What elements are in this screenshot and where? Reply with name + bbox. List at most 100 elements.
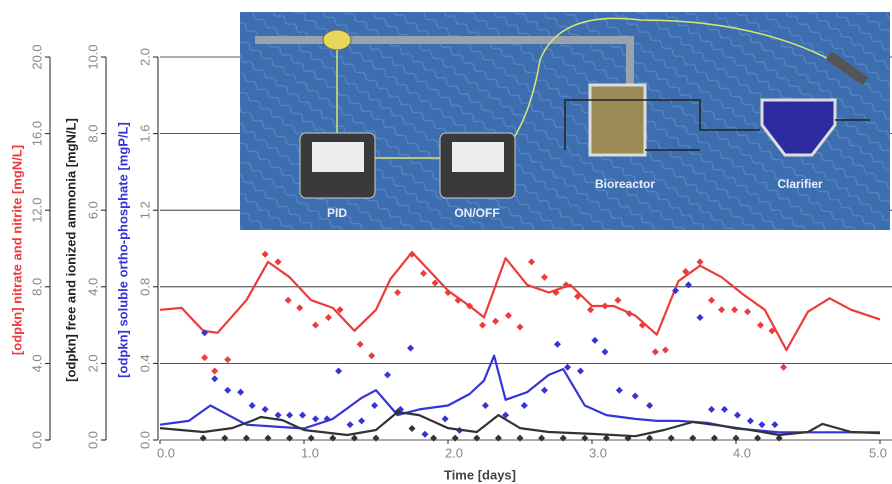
data-point [261, 250, 269, 258]
data-point [733, 411, 741, 419]
y-tick-label: 8.0 [85, 125, 100, 143]
data-point [672, 287, 680, 295]
data-point [504, 312, 512, 320]
valve [322, 29, 352, 51]
data-point [559, 434, 567, 442]
data-point [299, 411, 307, 419]
pid-screen [312, 142, 364, 172]
data-point [420, 269, 428, 277]
data-point [329, 434, 337, 442]
data-point [358, 417, 366, 425]
data-point [248, 402, 256, 410]
data-point [718, 306, 726, 314]
data-point [744, 308, 752, 316]
data-point [242, 434, 250, 442]
data-point [494, 434, 502, 442]
data-point [587, 306, 595, 314]
x-tick-label: 3.0 [589, 445, 607, 460]
data-point [199, 434, 207, 442]
data-point [661, 346, 669, 354]
data-point [758, 421, 766, 429]
data-point [431, 279, 439, 287]
data-point [356, 340, 364, 348]
data-point [286, 411, 294, 419]
data-point [211, 375, 219, 383]
data-point [696, 258, 704, 266]
x-tick-label: 2.0 [445, 445, 463, 460]
pipe [255, 36, 634, 85]
data-point [540, 273, 548, 281]
data-point [552, 289, 560, 297]
data-point [754, 434, 762, 442]
data-point [441, 415, 449, 423]
data-point [696, 313, 704, 321]
data-point [430, 434, 438, 442]
y-axis-title: [odpkn] nitrate and nitrite [mgN/L] [9, 145, 24, 355]
x-tick-label: 4.0 [733, 445, 751, 460]
inset-label: PID [327, 206, 347, 220]
data-point [682, 267, 690, 275]
data-point [651, 348, 659, 356]
data-point [264, 434, 272, 442]
data-point [564, 363, 572, 371]
data-point [689, 434, 697, 442]
x-axis-title: Time [days] [444, 467, 516, 482]
data-point [261, 405, 269, 413]
series-line [159, 251, 881, 352]
data-point [451, 434, 459, 442]
data-point [540, 386, 548, 394]
data-point [394, 408, 402, 416]
data-point [614, 296, 622, 304]
data-point [481, 402, 489, 410]
data-point [746, 417, 754, 425]
y-tick-label: 1.2 [137, 201, 152, 219]
data-point [720, 405, 728, 413]
y-tick-label: 8.0 [29, 278, 44, 296]
data-point [502, 411, 510, 419]
y3-axis-title: [odpkn] soluble ortho-phosphate [mgP/L] [115, 122, 130, 378]
data-point [473, 434, 481, 442]
data-point [368, 352, 376, 360]
data-point [408, 250, 416, 258]
data-point [350, 434, 358, 442]
y-tick-label: 2.0 [85, 354, 100, 372]
x-tick-label: 1.0 [301, 445, 319, 460]
data-point [237, 388, 245, 396]
data-point [372, 434, 380, 442]
data-point [444, 289, 452, 297]
data-point [780, 363, 788, 371]
data-point [638, 321, 646, 329]
y2-axis-title: [odpkn] free and ionized ammonia [mgN/L] [63, 118, 78, 382]
sensor [825, 51, 869, 86]
y-tick-label: 0.8 [137, 278, 152, 296]
data-point [625, 310, 633, 318]
data-point [528, 258, 536, 266]
data-point [201, 329, 209, 337]
data-point [601, 302, 609, 310]
data-point [384, 371, 392, 379]
data-point [346, 421, 354, 429]
data-point [307, 434, 315, 442]
data-point [732, 434, 740, 442]
clarifier [760, 98, 837, 157]
y-tick-label: 12.0 [29, 198, 44, 223]
data-point [336, 306, 344, 314]
data-point [768, 327, 776, 335]
y-tick-label: 20.0 [29, 44, 44, 69]
data-point [492, 317, 500, 325]
data-point [324, 313, 332, 321]
data-point [631, 392, 639, 400]
data-point [615, 386, 623, 394]
data-point [771, 421, 779, 429]
data-point [286, 434, 294, 442]
data-point [516, 434, 524, 442]
data-point [224, 356, 232, 364]
data-point [562, 281, 570, 289]
y-tick-label: 16.0 [29, 121, 44, 146]
onoff-screen [452, 142, 504, 172]
bioreactor [588, 83, 647, 157]
series-line [159, 410, 881, 438]
data-point [284, 296, 292, 304]
data-point [576, 367, 584, 375]
x-tick-label: 5.0 [869, 445, 887, 460]
